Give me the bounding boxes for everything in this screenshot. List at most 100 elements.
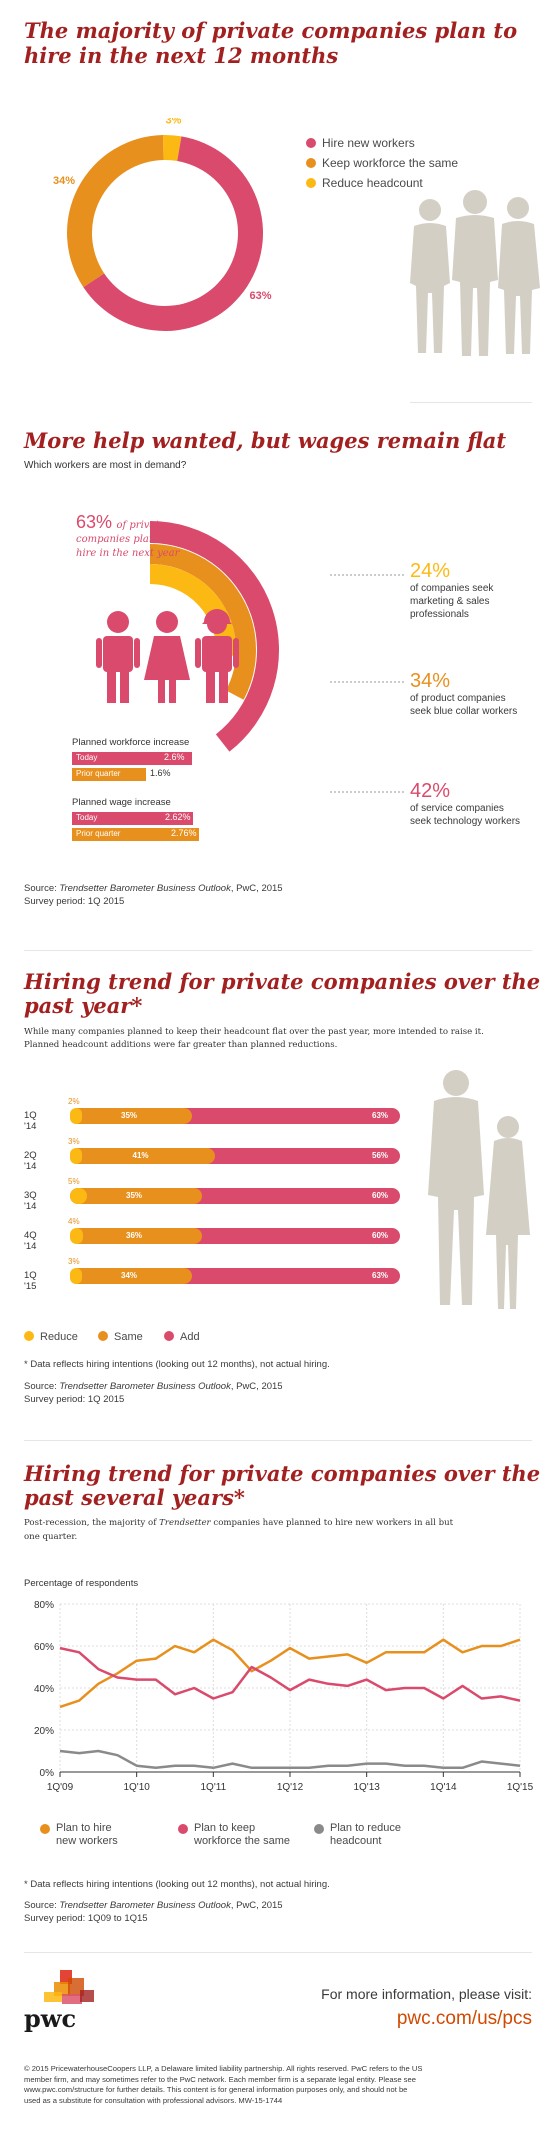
line-legend-reduce-l2: headcount [330,1835,382,1847]
line-legend-dot-reduce [314,1824,324,1834]
bar-same [70,1148,215,1164]
section3-survey: Survey period: 1Q 2015 [24,1394,125,1405]
lead-stat-text3: hire in the next year [76,548,180,559]
donut-slice-reduce-label: 3% [166,118,182,126]
bar-add-value: 60% [372,1231,389,1240]
y-tick-label: 20% [34,1726,54,1737]
section3-title: Hiring trend for private companies over … [24,970,540,1018]
bar-add-value: 63% [372,1271,389,1280]
line-legend-same: Plan to keep workforce the same [178,1822,290,1848]
section4-desc-line1: Post-recession, the majority of Trendset… [24,1516,544,1530]
donut-legend-hire: Hire new workers [306,136,415,150]
legend-dot-reduce [306,178,316,188]
line-legend-dot-hire [40,1824,50,1834]
bars-legend-reduce: Reduce [24,1331,78,1343]
legend-label-reduce: Reduce headcount [322,176,423,190]
x-tick-label: 1Q'12 [277,1782,304,1793]
section4-title-line2: past several years* [24,1485,245,1510]
bar-add-value: 56% [372,1151,389,1160]
section3-desc-line2: Planned headcount additions were far gre… [24,1040,338,1050]
bar-reduce [70,1108,82,1124]
more-info-link[interactable]: pwc.com/us/pcs [396,2008,532,2029]
section2-subtitle: Which workers are most in demand? [24,460,187,471]
section3-title-line2: past year* [24,993,143,1018]
line-legend-hire-l1: Plan to hire [56,1822,112,1834]
donut-chart: 3% 63% 34% [53,118,272,331]
section-divider-4 [24,1952,532,1953]
section2-survey: Survey period: 1Q 2015 [24,896,125,907]
y-tick-label: 0% [40,1768,55,1779]
section4-footnote: * Data reflects hiring intentions (looki… [24,1879,330,1890]
section3-source-italic: Trendsetter Barometer Business Outlook [59,1381,231,1392]
bar-reduce-value: 2% [68,1097,80,1106]
x-tick-label: 1Q'11 [201,1782,227,1793]
section1-title: The majority of private companies plan t… [24,18,544,68]
bar-category-label: 1Q '14 [24,1110,37,1132]
lead-stat: 63% of private companies plan to hire in… [76,513,196,561]
bar-reduce-value: 4% [68,1217,80,1226]
bar-same-value: 36% [126,1231,143,1240]
section3-desc: While many companies planned to keep the… [24,1026,544,1052]
bar-category-label: 3Q '14 [24,1190,37,1212]
arc-service [150,521,279,752]
stat-service: 42% of service companies seek technology… [410,780,520,828]
donut-slice-hire-label: 63% [250,290,272,302]
section4-desc: Post-recession, the majority of Trendset… [24,1516,544,1544]
bar-reduce [70,1228,83,1244]
section2-source-prefix: Source: [24,883,60,894]
section4-source-suffix: , PwC, 2015 [230,1900,283,1911]
section4-source-prefix: Source: [24,1900,60,1911]
bars-legend-label-reduce: Reduce [40,1331,78,1343]
section4-title-line1: Hiring trend for private companies over … [24,1461,541,1486]
x-tick-label: 1Q'14 [430,1782,457,1793]
workforce-prior-label: Prior quarter [76,769,121,778]
bar-add-value: 63% [372,1111,389,1120]
stat-product-line1: of product companies [410,693,506,704]
workforce-prior-value: 1.6% [150,768,171,778]
line-legend-hire-l2: new workers [56,1835,118,1847]
bars-legend-label-same: Same [114,1331,143,1343]
people-silhouette-icon [410,190,540,356]
line-legend-same-l1: Plan to keep [194,1822,256,1834]
donut-slice-same-label: 34% [53,175,75,187]
bars-legend-dot-reduce [24,1331,34,1341]
section4-desc-b: Trendsetter [159,1518,211,1528]
series-reduce-line [59,1749,521,1770]
bars-legend-dot-add [164,1331,174,1341]
donut-legend-reduce: Reduce headcount [306,176,423,190]
bar-category-label: 4Q '14 [24,1230,37,1252]
stat-marketing-pct: 24% [410,560,451,582]
donut-slice-reduce [163,135,182,162]
stat-product-pct: 34% [410,670,451,692]
stat-marketing-line3: professionals [410,609,469,620]
stat-service-line2: seek technology workers [410,816,521,827]
legal-line-3: www.pwc.com/structure for further detail… [24,2085,408,2094]
bars-legend-dot-same [98,1331,108,1341]
section3-desc-line1: While many companies planned to keep the… [24,1027,484,1037]
stat-service-pct: 42% [410,780,451,802]
line-legend-reduce: Plan to reduce headcount [314,1822,401,1848]
workforce-today-value: 2.6% [164,752,185,762]
section3-source-suffix: , PwC, 2015 [230,1381,283,1392]
bars-legend-label-add: Add [180,1331,200,1343]
x-tick-label: 1Q'13 [353,1782,380,1793]
stat-marketing-line2: marketing & sales [410,596,490,607]
bar-reduce-value: 3% [68,1137,80,1146]
section4-source: Source: Trendsetter Barometer Business O… [24,1900,283,1911]
stat-marketing: 24% of companies seek marketing & sales … [410,560,493,621]
y-tick-label: 60% [34,1642,54,1653]
section4-title: Hiring trend for private companies over … [24,1462,540,1510]
bar-add-value: 60% [372,1191,389,1200]
wage-prior-bar: Prior quarter [72,828,199,841]
legal-text: © 2015 PricewaterhouseCoopers LLP, a Del… [24,2064,544,2106]
wage-prior-label: Prior quarter [76,829,121,838]
section4-source-italic: Trendsetter Barometer Business Outlook [59,1900,231,1911]
workers-icon [96,609,239,703]
workforce-today-label: Today [76,753,98,762]
line-chart-ylabel: Percentage of respondents [24,1578,139,1589]
bar-same [70,1188,202,1204]
pwc-logo-icon [44,1970,94,2004]
bar-same-value: 41% [132,1151,149,1160]
legal-line-4: used as a substitute for consultation wi… [24,2095,283,2105]
line-legend-same-l2: workforce the same [194,1835,290,1847]
